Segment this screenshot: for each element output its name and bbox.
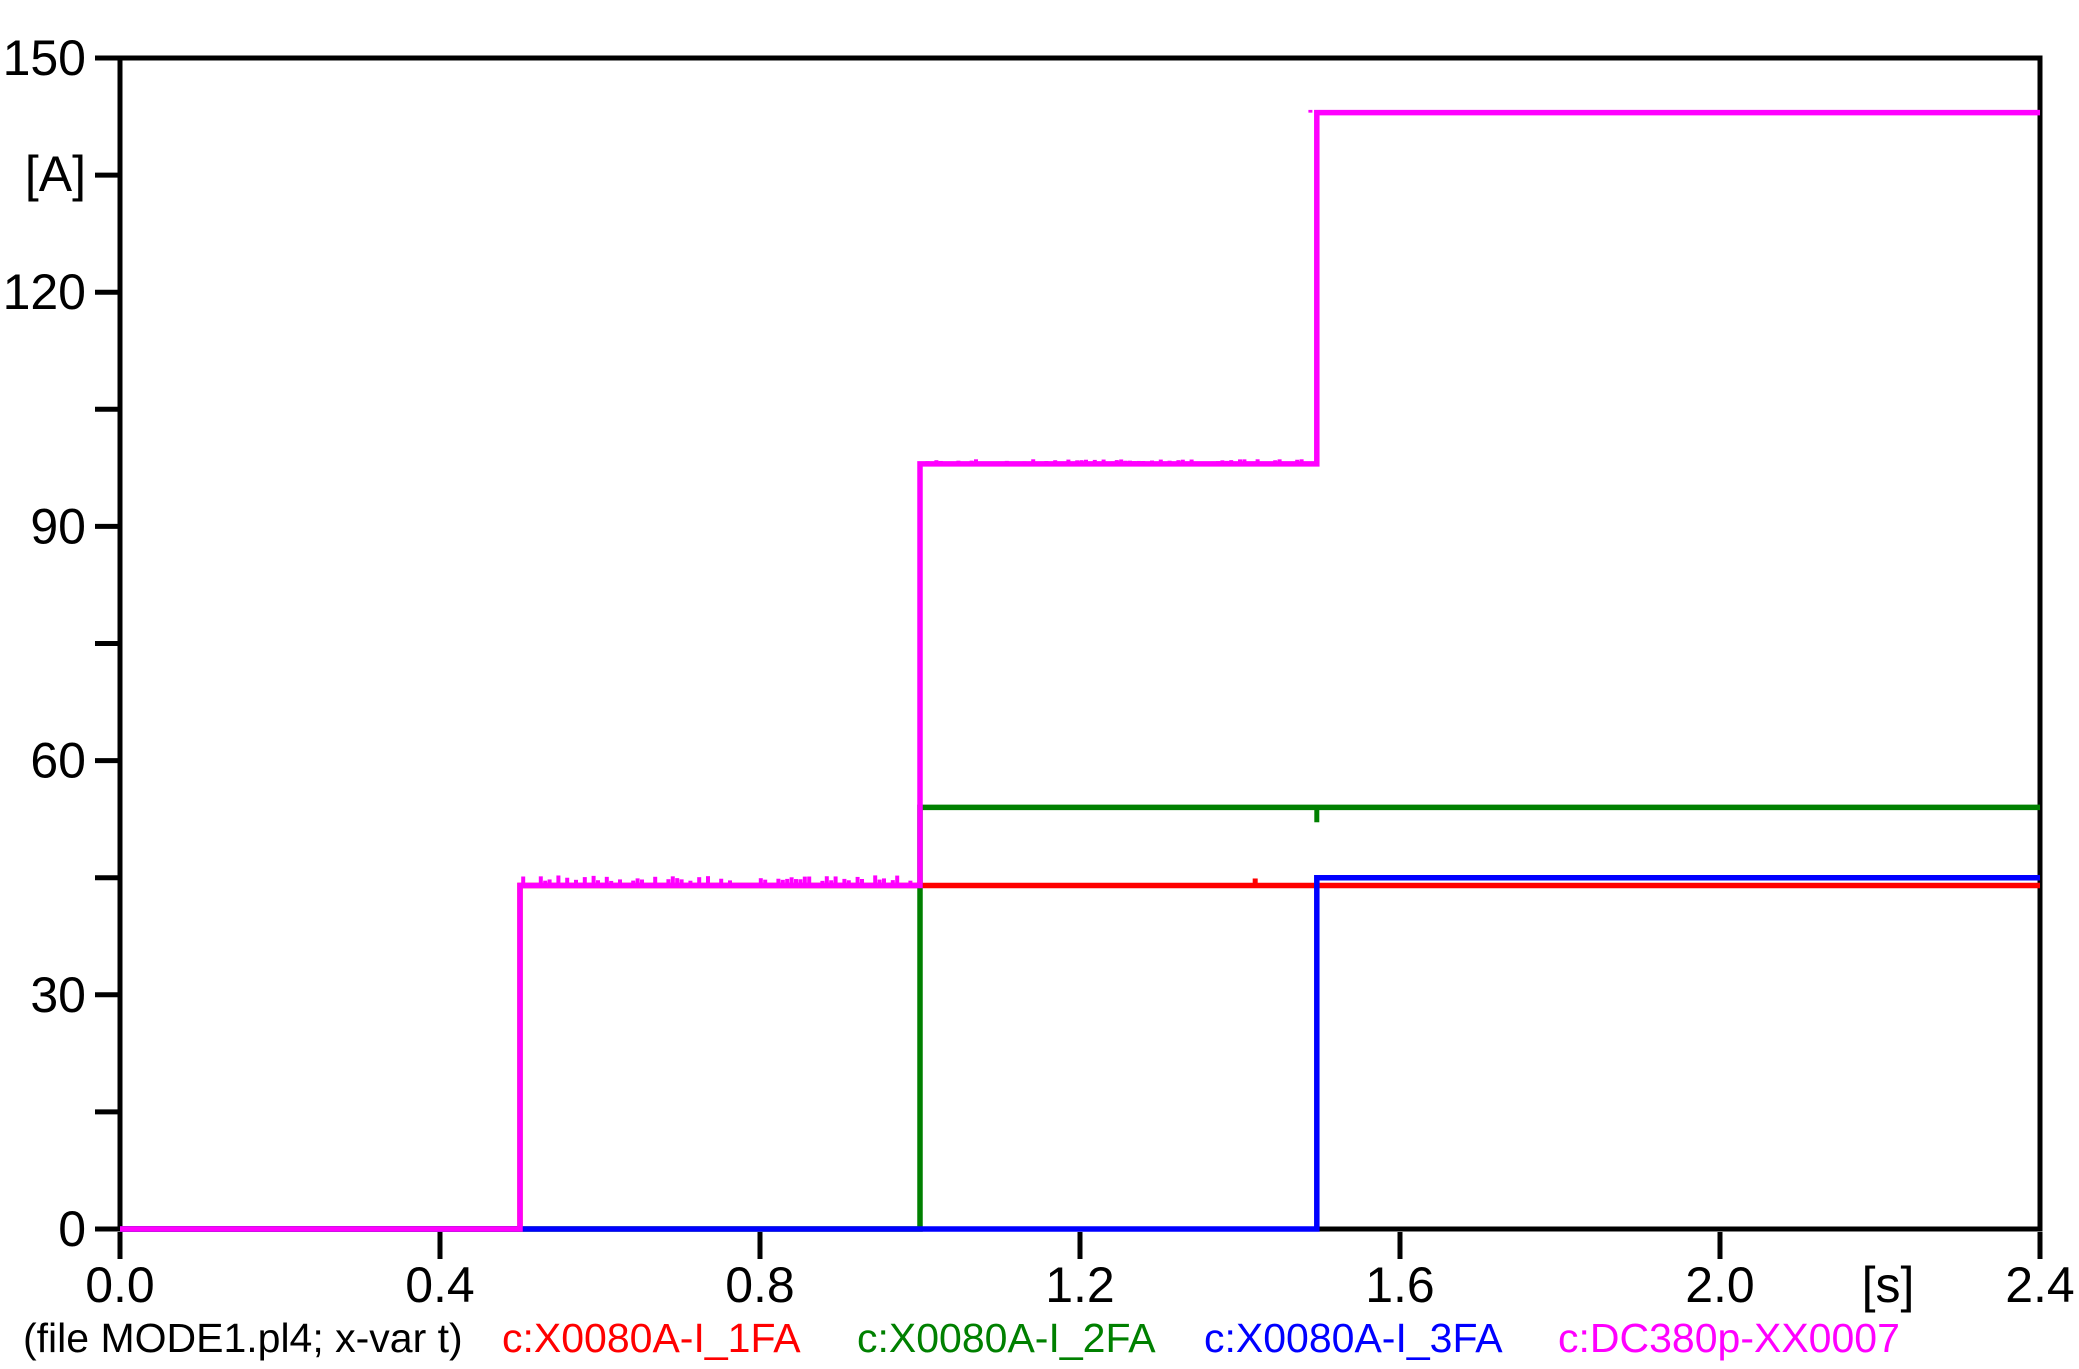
legend-label-i1fa: c:X0080A-I_1FA	[502, 1315, 801, 1361]
series-c:DC380p-XX0007	[120, 109, 2040, 1232]
y-tick-label: 30	[30, 967, 86, 1023]
y-tick-label: 150	[3, 30, 86, 86]
x-axis-ticks	[117, 1232, 2043, 1259]
series-c:X0080A-I_2FA	[120, 804, 2040, 1232]
x-tick-label: 2.4	[2005, 1257, 2075, 1313]
x-tick-label: 0.0	[85, 1257, 155, 1313]
y-tick-label: 0	[58, 1201, 86, 1257]
x-axis-unit-label: [s]	[1862, 1257, 1915, 1313]
plot-border	[117, 55, 2043, 1232]
y-axis-labels: 0 30 60 90 120 150	[3, 30, 86, 1257]
y-tick-label: 90	[30, 498, 86, 554]
x-axis-labels: 0.0 0.4 0.8 1.2 1.6 2.0 2.4	[85, 1257, 2075, 1313]
x-tick-label: 2.0	[1685, 1257, 1755, 1313]
x-tick-label: 0.4	[405, 1257, 475, 1313]
y-tick-label: 120	[3, 264, 86, 320]
series-c:X0080A-I_1FA	[120, 882, 2040, 1232]
legend-label-i3fa: c:X0080A-I_3FA	[1204, 1315, 1503, 1361]
legend-label-i2fa: c:X0080A-I_2FA	[857, 1315, 1156, 1361]
legend-label-dc380p: c:DC380p-XX0007	[1558, 1315, 1900, 1361]
y-axis-ticks	[95, 55, 118, 1232]
y-tick-label: 60	[30, 733, 86, 789]
series-curves	[120, 109, 2040, 1232]
x-tick-label: 1.6	[1365, 1257, 1435, 1313]
file-note: (file MODE1.pl4; x-var t)	[23, 1315, 463, 1361]
x-tick-label: 1.2	[1045, 1257, 1115, 1313]
x-tick-label: 0.8	[725, 1257, 795, 1313]
series-c:X0080A-I_3FA	[120, 874, 2040, 1232]
y-axis-unit-label: [A]	[25, 146, 86, 202]
axes-box	[117, 55, 2043, 1232]
